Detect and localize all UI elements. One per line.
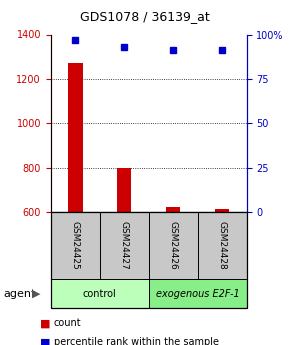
Text: GSM24428: GSM24428: [218, 221, 226, 270]
Text: GDS1078 / 36139_at: GDS1078 / 36139_at: [80, 10, 210, 23]
Text: GSM24427: GSM24427: [120, 221, 129, 270]
Text: percentile rank within the sample: percentile rank within the sample: [54, 337, 219, 345]
Text: GSM24425: GSM24425: [71, 221, 80, 270]
Text: ▶: ▶: [32, 289, 40, 298]
Text: control: control: [83, 289, 117, 298]
Bar: [117, 168, 131, 212]
Bar: [166, 207, 180, 212]
Text: ■: ■: [40, 337, 50, 345]
Bar: [215, 209, 229, 212]
Text: count: count: [54, 318, 81, 328]
Bar: [68, 63, 83, 212]
Text: ■: ■: [40, 318, 50, 328]
Text: agent: agent: [3, 289, 35, 298]
Text: GSM24426: GSM24426: [168, 221, 177, 270]
Text: exogenous E2F-1: exogenous E2F-1: [156, 289, 240, 298]
